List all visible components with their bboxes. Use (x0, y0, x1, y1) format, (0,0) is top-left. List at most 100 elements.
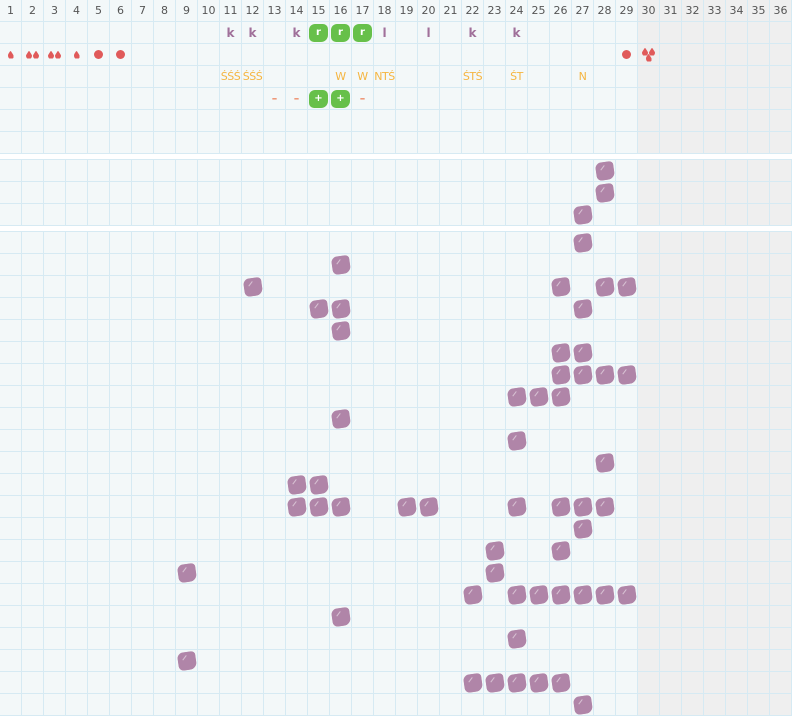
event-blob[interactable] (484, 562, 505, 583)
letters-day-1[interactable] (0, 22, 22, 44)
section3-row-13-day-9[interactable] (176, 518, 198, 540)
section3-row-15-day-11[interactable] (220, 562, 242, 584)
section2-row-1-day-34[interactable] (726, 182, 748, 204)
section3-row-8-day-12[interactable] (242, 408, 264, 430)
section3-row-13-day-28[interactable] (594, 518, 616, 540)
section3-row-16-day-26[interactable] (550, 584, 572, 606)
section3-row-0-day-19[interactable] (396, 232, 418, 254)
empty-day-22[interactable] (462, 110, 484, 132)
section2-row-1-day-25[interactable] (528, 182, 550, 204)
section2-row-0-day-16[interactable] (330, 160, 352, 182)
codes-day-5[interactable] (88, 66, 110, 88)
section3-row-2-day-34[interactable] (726, 276, 748, 298)
marks-day-11[interactable] (220, 88, 242, 110)
letters-day-18[interactable]: l (374, 22, 396, 44)
section3-row-13-day-36[interactable] (770, 518, 792, 540)
empty-day-30[interactable] (638, 132, 660, 154)
section3-row-19-day-9[interactable] (176, 650, 198, 672)
section3-row-21-day-11[interactable] (220, 694, 242, 716)
section3-row-19-day-35[interactable] (748, 650, 770, 672)
section3-row-17-day-36[interactable] (770, 606, 792, 628)
section3-row-11-day-31[interactable] (660, 474, 682, 496)
codes-day-28[interactable] (594, 66, 616, 88)
drops-day-30[interactable] (638, 44, 660, 66)
section3-row-3-day-35[interactable] (748, 298, 770, 320)
section3-row-21-day-6[interactable] (110, 694, 132, 716)
section3-row-19-day-5[interactable] (88, 650, 110, 672)
section3-row-5-day-6[interactable] (110, 342, 132, 364)
section3-row-5-day-23[interactable] (484, 342, 506, 364)
section3-row-21-day-17[interactable] (352, 694, 374, 716)
section2-row-2-day-21[interactable] (440, 204, 462, 226)
section3-row-9-day-23[interactable] (484, 430, 506, 452)
section2-row-2-day-8[interactable] (154, 204, 176, 226)
section3-row-8-day-32[interactable] (682, 408, 704, 430)
section3-row-14-day-24[interactable] (506, 540, 528, 562)
empty-day-33[interactable] (704, 132, 726, 154)
section3-row-5-day-34[interactable] (726, 342, 748, 364)
section3-row-6-day-19[interactable] (396, 364, 418, 386)
section2-row-1-day-23[interactable] (484, 182, 506, 204)
section3-row-4-day-33[interactable] (704, 320, 726, 342)
section3-row-5-day-1[interactable] (0, 342, 22, 364)
section3-row-0-day-3[interactable] (44, 232, 66, 254)
section3-row-21-day-27[interactable] (572, 694, 594, 716)
empty-day-2[interactable] (22, 110, 44, 132)
section3-row-17-day-17[interactable] (352, 606, 374, 628)
section3-row-9-day-21[interactable] (440, 430, 462, 452)
event-blob[interactable] (550, 496, 571, 517)
section2-row-1-day-10[interactable] (198, 182, 220, 204)
section3-row-21-day-21[interactable] (440, 694, 462, 716)
marks-day-9[interactable] (176, 88, 198, 110)
section3-row-16-day-12[interactable] (242, 584, 264, 606)
section3-row-13-day-23[interactable] (484, 518, 506, 540)
section3-row-21-day-33[interactable] (704, 694, 726, 716)
section3-row-4-day-3[interactable] (44, 320, 66, 342)
section2-row-2-day-25[interactable] (528, 204, 550, 226)
section2-row-1-day-6[interactable] (110, 182, 132, 204)
section3-row-5-day-31[interactable] (660, 342, 682, 364)
event-blob[interactable] (616, 276, 637, 297)
section3-row-4-day-14[interactable] (286, 320, 308, 342)
section3-row-19-day-28[interactable] (594, 650, 616, 672)
section3-row-9-day-10[interactable] (198, 430, 220, 452)
section3-row-4-day-11[interactable] (220, 320, 242, 342)
section3-row-21-day-23[interactable] (484, 694, 506, 716)
section3-row-18-day-11[interactable] (220, 628, 242, 650)
section3-row-12-day-34[interactable] (726, 496, 748, 518)
codes-day-10[interactable] (198, 66, 220, 88)
letters-day-33[interactable] (704, 22, 726, 44)
section3-row-5-day-8[interactable] (154, 342, 176, 364)
section3-row-19-day-21[interactable] (440, 650, 462, 672)
section3-row-21-day-34[interactable] (726, 694, 748, 716)
section3-row-14-day-33[interactable] (704, 540, 726, 562)
letters-day-21[interactable] (440, 22, 462, 44)
section3-row-19-day-3[interactable] (44, 650, 66, 672)
letters-day-27[interactable] (572, 22, 594, 44)
letters-day-3[interactable] (44, 22, 66, 44)
letters-day-35[interactable] (748, 22, 770, 44)
section3-row-0-day-8[interactable] (154, 232, 176, 254)
section3-row-18-day-32[interactable] (682, 628, 704, 650)
drops-day-25[interactable] (528, 44, 550, 66)
section3-row-13-day-15[interactable] (308, 518, 330, 540)
section3-row-3-day-13[interactable] (264, 298, 286, 320)
section3-row-16-day-25[interactable] (528, 584, 550, 606)
event-blob[interactable] (572, 584, 593, 605)
section3-row-11-day-29[interactable] (616, 474, 638, 496)
section3-row-17-day-23[interactable] (484, 606, 506, 628)
section3-row-3-day-10[interactable] (198, 298, 220, 320)
section3-row-6-day-8[interactable] (154, 364, 176, 386)
section3-row-1-day-21[interactable] (440, 254, 462, 276)
section3-row-16-day-29[interactable] (616, 584, 638, 606)
section3-row-3-day-15[interactable] (308, 298, 330, 320)
section3-row-5-day-26[interactable] (550, 342, 572, 364)
section3-row-7-day-19[interactable] (396, 386, 418, 408)
section3-row-7-day-27[interactable] (572, 386, 594, 408)
section3-row-4-day-13[interactable] (264, 320, 286, 342)
empty-day-31[interactable] (660, 132, 682, 154)
section3-row-3-day-4[interactable] (66, 298, 88, 320)
section3-row-8-day-28[interactable] (594, 408, 616, 430)
section3-row-19-day-12[interactable] (242, 650, 264, 672)
section3-row-6-day-23[interactable] (484, 364, 506, 386)
